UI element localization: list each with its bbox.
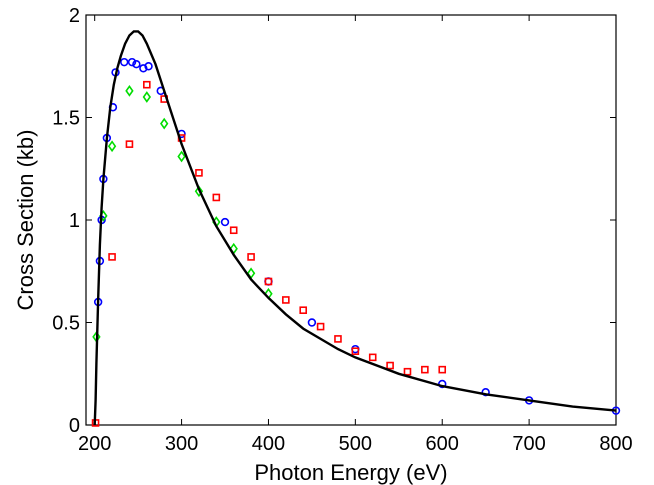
y-tick-label: 0 — [69, 415, 80, 437]
x-tick-label: 800 — [599, 433, 632, 455]
y-axis-title: Cross Section (kb) — [13, 130, 38, 311]
data-point-diamond — [177, 150, 186, 163]
x-tick-label: 200 — [78, 433, 111, 455]
x-tick-label: 700 — [512, 433, 545, 455]
data-point-square — [334, 335, 342, 343]
data-point-circle — [132, 59, 141, 69]
data-point-square — [125, 140, 134, 148]
data-point-square — [212, 193, 221, 202]
data-point-circle — [481, 388, 490, 397]
x-axis-title: Photon Energy (eV) — [254, 460, 447, 485]
data-point-square — [316, 322, 325, 331]
data-point-circle — [220, 217, 230, 227]
data-point-square — [386, 361, 394, 370]
x-tick-label: 600 — [426, 433, 459, 455]
data-point-circle — [127, 57, 137, 67]
data-point-circle — [139, 64, 148, 73]
data-point-diamond — [160, 117, 169, 130]
y-tick-label: 2 — [69, 5, 80, 27]
data-point-diamond — [125, 84, 134, 97]
data-point-square — [368, 353, 377, 362]
data-point-square — [247, 253, 255, 261]
data-point-circle — [120, 57, 129, 67]
x-axis-ticks: 200 300 400 500 600 700 800 — [78, 15, 633, 455]
data-point-square — [351, 347, 360, 356]
data-point-square — [143, 80, 151, 89]
data-point-diamond — [142, 91, 152, 103]
data-point-circle — [144, 62, 153, 71]
y-axis-ticks: 0 0.5 1 1.5 2 — [52, 5, 616, 437]
data-point-square — [195, 169, 203, 177]
y-tick-label: 0.5 — [52, 313, 80, 335]
data-point-diamond — [194, 185, 204, 198]
model-curve — [93, 30, 617, 426]
plot-frame — [85, 14, 617, 426]
data-point-diamond — [107, 140, 117, 153]
y-tick-label: 1 — [69, 210, 80, 232]
data-point-square — [108, 253, 116, 261]
data-point-square — [421, 365, 429, 374]
data-point-square — [403, 367, 412, 376]
x-tick-label: 500 — [339, 433, 372, 455]
x-tick-label: 300 — [165, 433, 198, 455]
series-line — [93, 30, 617, 426]
data-series — [91, 30, 621, 427]
data-point-square — [229, 226, 238, 235]
data-point-square — [282, 296, 290, 304]
y-tick-label: 1.5 — [52, 108, 80, 130]
data-point-circle — [307, 318, 317, 327]
data-point-square — [438, 365, 447, 374]
data-point-square — [299, 306, 308, 315]
x-tick-label: 400 — [252, 433, 285, 455]
data-point-square — [264, 277, 273, 286]
